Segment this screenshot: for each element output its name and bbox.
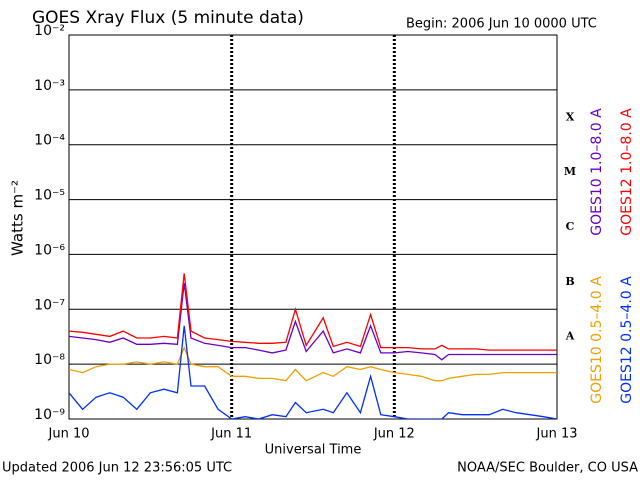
flare-class-label: C bbox=[566, 220, 575, 233]
chart-subtitle: Begin: 2006 Jun 10 0000 UTC bbox=[406, 17, 597, 32]
y-tick-label: 10⁻⁹ bbox=[34, 407, 65, 423]
flare-class-label: M bbox=[564, 165, 576, 178]
y-tick-label: 10⁻⁴ bbox=[34, 133, 65, 149]
y-tick-label: 10⁻⁷ bbox=[34, 297, 65, 313]
flare-class-label: A bbox=[565, 330, 575, 343]
x-tick-label: Jun 13 bbox=[536, 427, 578, 442]
legend-entry: GOES10 0.5–4.0 A bbox=[589, 276, 605, 404]
x-tick-label: Jun 12 bbox=[373, 427, 415, 442]
legend-entry: GOES12 0.5–4.0 A bbox=[619, 276, 635, 404]
flare-class-label: X bbox=[566, 110, 575, 123]
y-tick-label: 10⁻⁸ bbox=[34, 352, 65, 368]
x-tick-label: Jun 11 bbox=[210, 427, 252, 442]
chart-title: GOES Xray Flux (5 minute data) bbox=[32, 8, 304, 28]
footer-left: Updated 2006 Jun 12 23:56:05 UTC bbox=[2, 461, 232, 476]
x-tick-label: Jun 10 bbox=[48, 427, 90, 442]
y-tick-label: 10⁻² bbox=[34, 23, 65, 39]
series-line bbox=[69, 273, 557, 351]
x-axis-label: Universal Time bbox=[265, 443, 362, 458]
plot-area bbox=[69, 273, 557, 419]
series-line bbox=[69, 283, 557, 361]
y-tick-label: 10⁻⁶ bbox=[34, 242, 65, 258]
y-tick-label: 10⁻⁵ bbox=[34, 188, 65, 204]
series-line bbox=[69, 345, 557, 382]
y-tick-label: 10⁻³ bbox=[34, 78, 65, 94]
y-axis-label: Watts m⁻² bbox=[9, 180, 27, 256]
series-line bbox=[69, 325, 557, 419]
plot-frame bbox=[68, 34, 558, 420]
legend-entry: GOES10 1.0–8.0 A bbox=[589, 108, 605, 236]
footer-right: NOAA/SEC Boulder, CO USA bbox=[457, 461, 638, 476]
legend-entry: GOES12 1.0–8.0 A bbox=[619, 108, 635, 236]
flare-class-label: B bbox=[565, 275, 574, 288]
